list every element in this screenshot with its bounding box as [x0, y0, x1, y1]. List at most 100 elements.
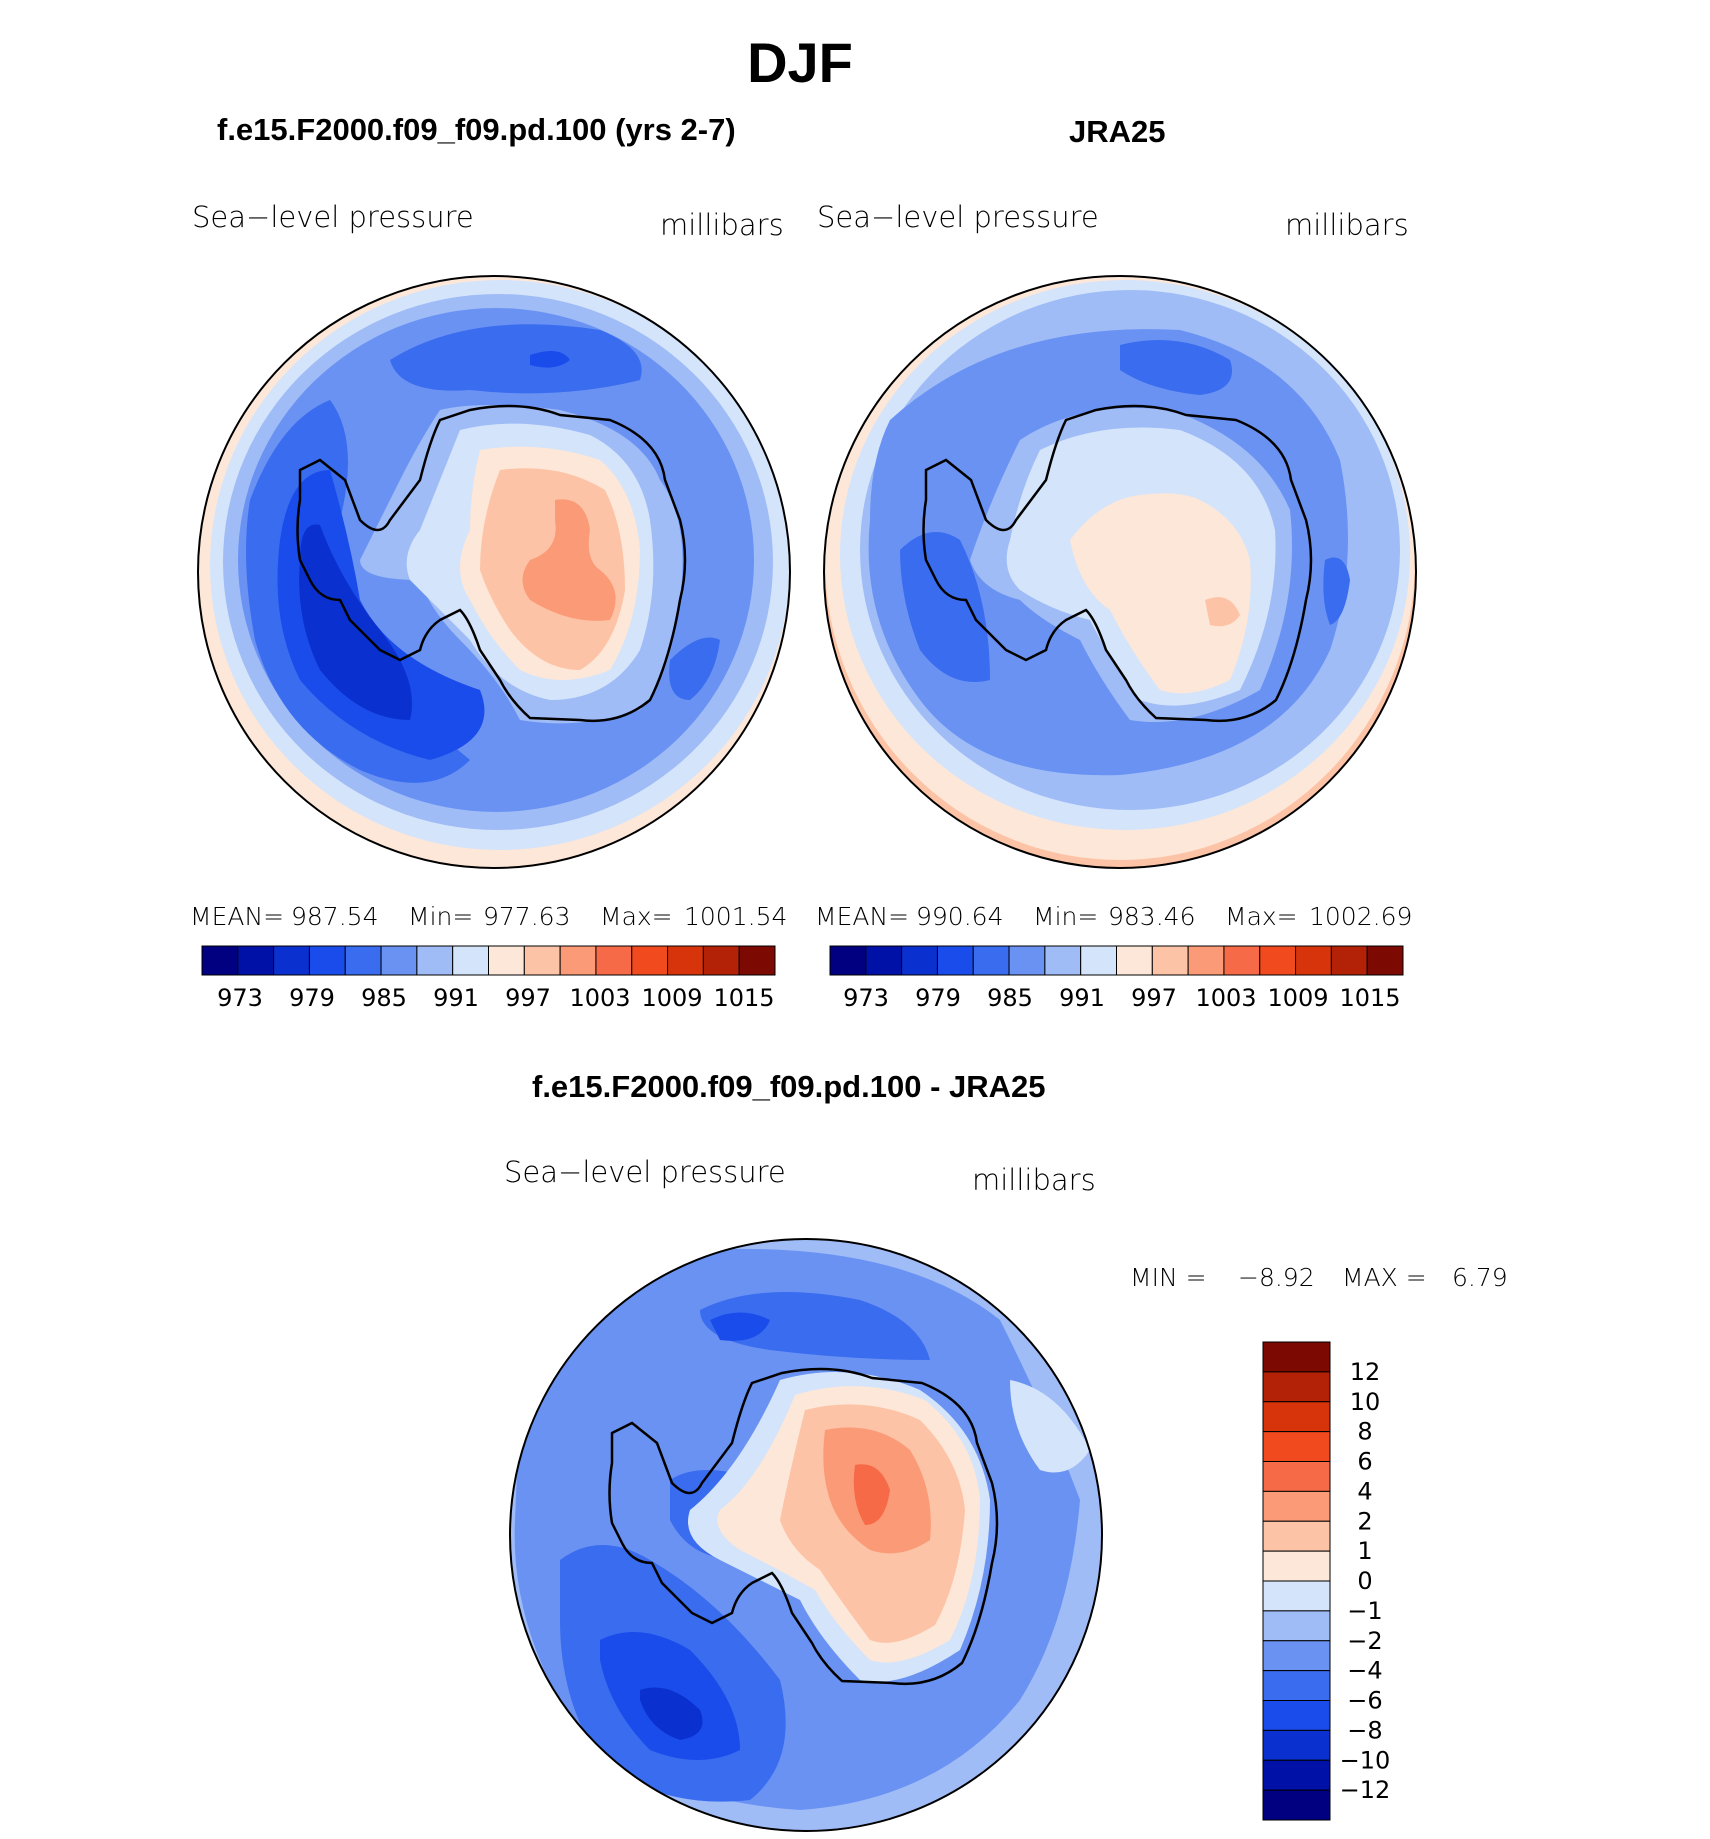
field-fill: [277, 470, 485, 760]
stat-mean-value-obs: 990.64: [916, 902, 1004, 931]
colorbar-tick-label: −6: [1347, 1687, 1382, 1715]
colorbar-box: [1262, 1580, 1331, 1612]
field-fill: [853, 1464, 890, 1525]
colorbar-tick-label: 1: [1357, 1537, 1372, 1565]
colorbar-box: [1262, 1490, 1331, 1522]
colorbar-box: [452, 945, 489, 976]
colorbar-tick-label: 2: [1357, 1507, 1372, 1535]
colorbar-box: [1262, 1759, 1331, 1791]
colorbar-box: [1187, 945, 1225, 976]
field-fill: [640, 1687, 703, 1740]
colorbar-tick-label: 6: [1357, 1448, 1372, 1476]
field-fill: [900, 532, 990, 682]
colorbar-box: [1008, 945, 1046, 976]
colorbar-box: [1259, 945, 1297, 976]
colorbar-box: [1262, 1401, 1331, 1433]
colorbar-tick-label: −10: [1340, 1746, 1391, 1774]
colorbar-box: [1080, 945, 1117, 976]
field-fill: [522, 499, 616, 621]
colorbar-box: [523, 945, 561, 976]
colorbar-box: [380, 945, 418, 976]
colorbar-tick-label: 1003: [569, 984, 630, 1012]
stat-max-value-model: 1001.54: [684, 902, 788, 931]
colorbar-box: [702, 945, 740, 976]
colorbar-obs: 973 979 985 991 997 1003 1009 1015: [829, 945, 1404, 1012]
panel-title-obs: JRA25: [1069, 114, 1166, 149]
panel-title-model: f.e15.F2000.f09_f09.pd.100 (yrs 2-7): [217, 112, 736, 147]
colorbar-tick-label: 985: [987, 984, 1033, 1012]
field-fill: [669, 637, 720, 700]
colorbar-box: [1262, 1461, 1331, 1492]
colorbar-box: [1262, 1431, 1331, 1462]
colorbar-tick-label: −4: [1347, 1657, 1382, 1685]
colorbar-box: [738, 945, 776, 976]
stat-max-label-diff: MAX =: [1342, 1263, 1427, 1292]
colorbar-tick-label: 973: [843, 984, 889, 1012]
colorbar-box: [1330, 945, 1368, 976]
colorbar-box: [237, 945, 275, 976]
colorbar-box: [1295, 945, 1332, 976]
colorbar-box: [344, 945, 382, 976]
colorbar-box: [308, 945, 346, 976]
colorbar-tick-label: 997: [505, 984, 551, 1012]
colorbar-box: [273, 945, 310, 976]
colorbar-tick-label: 12: [1350, 1358, 1381, 1386]
antarctica-coastline: [922, 404, 1313, 722]
colorbar-box: [1151, 945, 1189, 976]
colorbar-box: [631, 945, 669, 976]
colorbar-tick-label: 985: [361, 984, 407, 1012]
colorbar-box: [559, 945, 597, 976]
colorbar-box: [1262, 1729, 1331, 1761]
colorbar-box: [901, 945, 938, 976]
colorbar-tick-label: −12: [1340, 1776, 1391, 1804]
colorbar-box: [1116, 945, 1153, 976]
field-fill: [1323, 557, 1350, 625]
colorbar-box: [1262, 1610, 1331, 1642]
map-obs: [823, 275, 1417, 869]
field-fill: [1205, 597, 1240, 627]
colorbar-box: [1262, 1789, 1331, 1821]
stat-min-label-model: Min=: [408, 902, 474, 931]
colorbar-tick-label: 979: [915, 984, 961, 1012]
antarctica-coastline: [608, 1367, 999, 1685]
colorbar-tick-label: −1: [1347, 1597, 1382, 1625]
colorbar-tick-label: 1009: [641, 984, 702, 1012]
colorbar-box: [667, 945, 704, 976]
map-model: [197, 275, 791, 869]
colorbar-box: [1262, 1550, 1331, 1582]
stat-min-label-obs: Min=: [1033, 902, 1099, 931]
colorbar-tick-label: −8: [1347, 1716, 1382, 1744]
colorbar-model: 973 979 985 991 997 1003 1009 1015: [201, 945, 776, 1012]
colorbar-tick-label: 4: [1357, 1477, 1372, 1505]
colorbar-box: [1044, 945, 1082, 976]
colorbar-box: [1262, 1520, 1331, 1552]
colorbar-tick-label: 997: [1131, 984, 1177, 1012]
colorbar-box: [1262, 1640, 1331, 1672]
stat-max-value-diff: 6.79: [1452, 1263, 1508, 1292]
field-fill: [1010, 1380, 1090, 1473]
map-boundary: [197, 275, 791, 869]
colorbar-tick-label: 10: [1350, 1388, 1381, 1416]
stat-mean-label-obs: MEAN=: [815, 902, 910, 931]
stat-max-label-model: Max=: [600, 902, 673, 931]
field-fill: [710, 1312, 770, 1341]
field-fill: [1120, 340, 1232, 395]
units-label-diff: millibars: [972, 1163, 1096, 1197]
colorbar-tick-label: 1015: [713, 984, 774, 1012]
colorbar-tick-label: 991: [1059, 984, 1105, 1012]
colorbar-tick-label: 1015: [1339, 984, 1400, 1012]
map-diff: [509, 1238, 1103, 1832]
colorbar-box: [972, 945, 1010, 976]
field-fill: [390, 324, 642, 394]
colorbar-tick-label: 973: [217, 984, 263, 1012]
antarctica-coastline: [296, 404, 687, 722]
colorbar-box: [1262, 1670, 1331, 1701]
colorbar-box: [595, 945, 633, 976]
map-boundary: [509, 1238, 1103, 1832]
colorbar-box: [865, 945, 903, 976]
stat-min-value-diff: −8.92: [1238, 1263, 1315, 1292]
variable-label-diff: Sea−level pressure: [504, 1155, 786, 1189]
colorbar-box: [416, 945, 454, 976]
